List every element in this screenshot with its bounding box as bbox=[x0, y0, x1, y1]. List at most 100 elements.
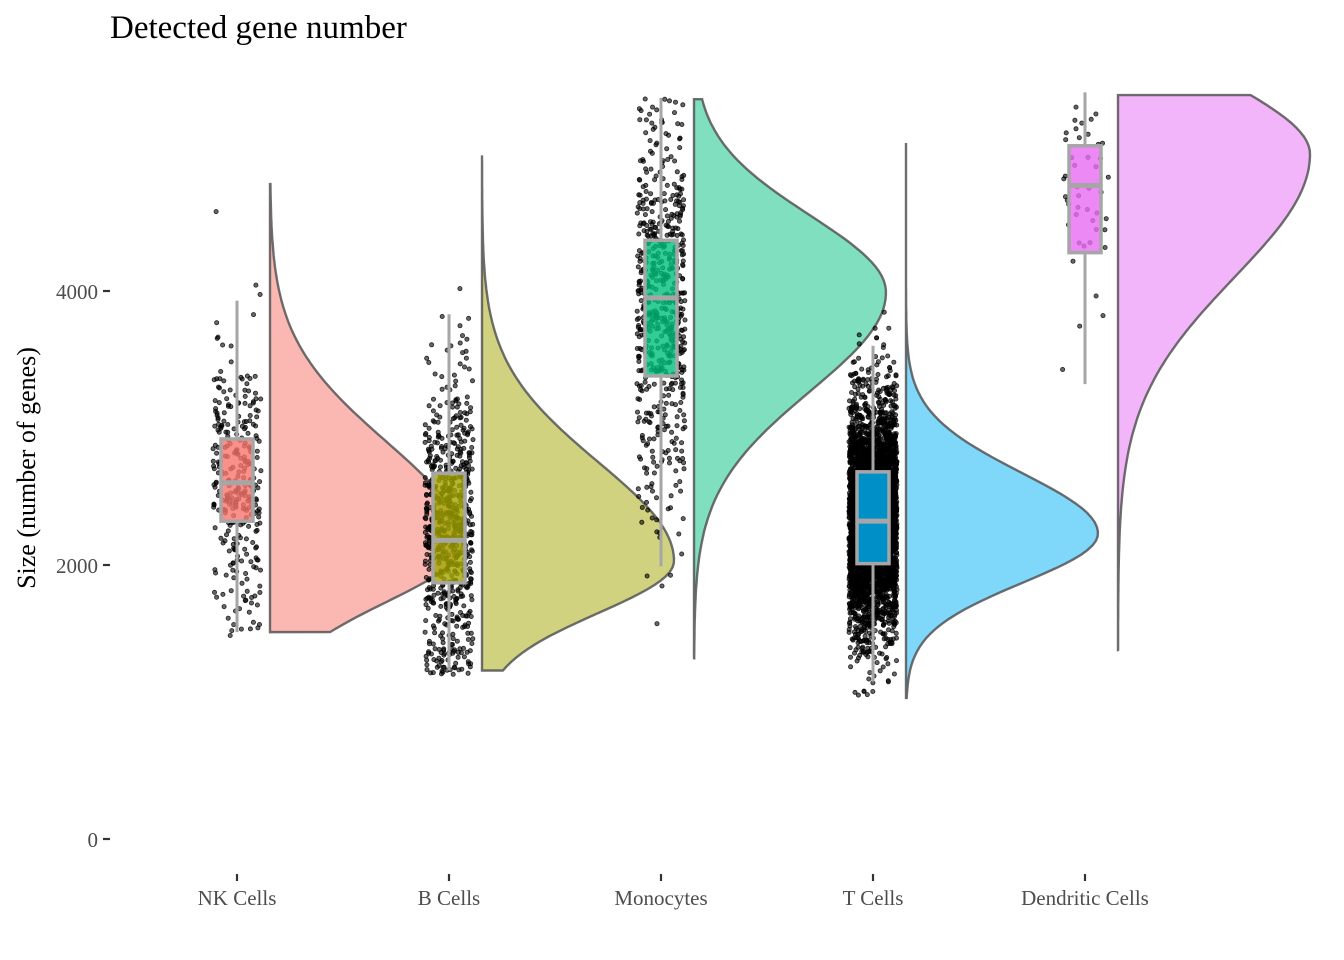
data-point bbox=[225, 615, 231, 621]
data-point bbox=[231, 426, 237, 432]
data-point bbox=[651, 436, 657, 442]
data-point bbox=[461, 654, 467, 660]
data-point bbox=[457, 286, 463, 292]
data-point bbox=[680, 339, 686, 345]
data-point bbox=[450, 631, 456, 637]
data-point bbox=[847, 606, 853, 612]
data-point bbox=[461, 603, 467, 609]
data-point bbox=[636, 176, 642, 182]
data-point bbox=[648, 166, 654, 172]
data-point bbox=[256, 506, 262, 512]
data-point bbox=[856, 355, 862, 361]
data-point bbox=[422, 422, 428, 428]
data-point bbox=[212, 398, 218, 404]
data-point bbox=[239, 423, 245, 429]
data-point bbox=[426, 425, 432, 431]
data-point bbox=[431, 592, 437, 598]
data-point bbox=[647, 420, 653, 426]
data-point bbox=[211, 501, 217, 507]
data-point bbox=[635, 396, 641, 402]
data-point bbox=[644, 484, 650, 490]
data-point bbox=[422, 558, 428, 564]
data-point bbox=[216, 400, 222, 406]
data-point bbox=[238, 626, 244, 632]
data-point bbox=[670, 192, 676, 198]
half-violin bbox=[480, 155, 676, 672]
data-point bbox=[465, 637, 471, 643]
data-point bbox=[457, 323, 463, 329]
data-point bbox=[214, 320, 220, 326]
data-point bbox=[650, 126, 656, 132]
data-point bbox=[426, 577, 432, 583]
data-point bbox=[884, 374, 890, 380]
data-point bbox=[456, 667, 462, 673]
data-point bbox=[432, 630, 438, 636]
data-point bbox=[640, 221, 646, 227]
data-point bbox=[221, 410, 227, 416]
data-point bbox=[211, 377, 217, 383]
data-point bbox=[864, 692, 870, 698]
data-point bbox=[850, 637, 856, 643]
data-point bbox=[865, 654, 871, 660]
data-point bbox=[654, 495, 660, 501]
data-point bbox=[870, 689, 876, 695]
data-point bbox=[212, 567, 218, 573]
data-point bbox=[426, 594, 432, 600]
data-point bbox=[679, 448, 685, 454]
data-point bbox=[422, 529, 428, 535]
data-point bbox=[459, 333, 465, 339]
data-point bbox=[437, 457, 443, 463]
data-point bbox=[239, 580, 245, 586]
data-point bbox=[635, 419, 641, 425]
data-point bbox=[674, 169, 680, 175]
data-point bbox=[250, 540, 256, 546]
data-point bbox=[664, 213, 670, 219]
data-point bbox=[651, 459, 657, 465]
y-tick-label: 4000 bbox=[56, 280, 98, 304]
data-point bbox=[892, 612, 898, 618]
data-point bbox=[452, 383, 458, 389]
data-point bbox=[678, 212, 684, 218]
data-point bbox=[431, 600, 437, 606]
data-point bbox=[436, 663, 442, 669]
data-point bbox=[679, 252, 685, 258]
data-point bbox=[466, 366, 472, 372]
data-point bbox=[227, 633, 233, 639]
data-point bbox=[889, 399, 895, 405]
data-point bbox=[424, 500, 430, 506]
data-point bbox=[680, 426, 686, 432]
data-point bbox=[650, 454, 656, 460]
data-point bbox=[436, 617, 442, 623]
data-point bbox=[673, 482, 679, 488]
data-point bbox=[847, 372, 853, 378]
data-point bbox=[454, 424, 460, 430]
data-point bbox=[679, 248, 685, 254]
data-point bbox=[891, 671, 897, 677]
x-tick-label: Dendritic Cells bbox=[1021, 886, 1149, 910]
data-point bbox=[653, 173, 659, 179]
data-point bbox=[457, 409, 463, 415]
data-point bbox=[221, 389, 227, 395]
data-point bbox=[450, 671, 456, 677]
data-point bbox=[639, 432, 645, 438]
data-point bbox=[681, 418, 687, 424]
data-point bbox=[638, 456, 644, 462]
data-point bbox=[469, 641, 475, 647]
data-point bbox=[210, 458, 216, 464]
data-point bbox=[879, 596, 885, 602]
data-point bbox=[894, 383, 900, 389]
data-point bbox=[676, 531, 682, 537]
data-point bbox=[221, 378, 227, 384]
data-point bbox=[886, 627, 892, 633]
data-point bbox=[469, 597, 475, 603]
data-point bbox=[872, 325, 878, 331]
data-point bbox=[847, 428, 853, 434]
data-point bbox=[681, 412, 687, 418]
data-point bbox=[639, 250, 645, 256]
data-point bbox=[678, 327, 684, 333]
data-point bbox=[647, 138, 653, 144]
data-point bbox=[674, 192, 680, 198]
data-point bbox=[636, 231, 642, 237]
data-point bbox=[636, 493, 642, 499]
data-point bbox=[649, 448, 655, 454]
